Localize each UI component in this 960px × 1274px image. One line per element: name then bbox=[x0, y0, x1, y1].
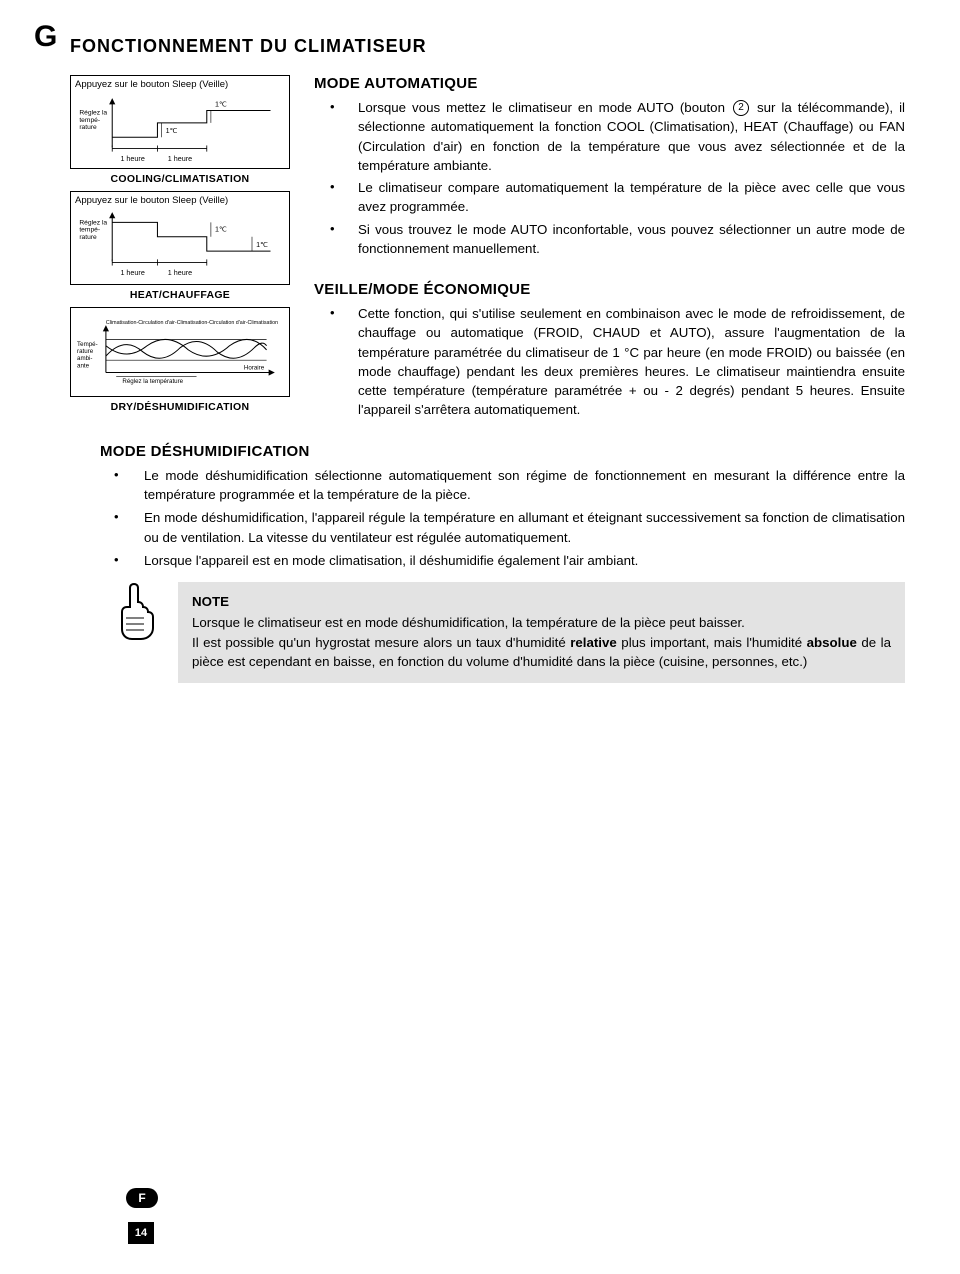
note-bold: absolue bbox=[807, 635, 857, 650]
diagram-cooling-svg: Réglez la tempé- rature 1℃ 1℃ bbox=[75, 92, 281, 166]
list-item: Cette fonction, qui s'utilise seulement … bbox=[314, 304, 905, 420]
mode-auto-list: Lorsque vous mettez le climatiseur en mo… bbox=[314, 98, 905, 258]
footer-language-badge: F bbox=[126, 1188, 158, 1208]
svg-text:1 heure: 1 heure bbox=[120, 154, 144, 163]
note-bold: relative bbox=[570, 635, 617, 650]
svg-text:1℃: 1℃ bbox=[215, 225, 227, 234]
svg-text:rature: rature bbox=[79, 124, 97, 131]
svg-text:Horaire: Horaire bbox=[244, 364, 265, 371]
text-part: Lorsque vous mettez le climatiseur en mo… bbox=[358, 100, 731, 115]
svg-text:1 heure: 1 heure bbox=[120, 268, 144, 277]
mode-dehum-list: Le mode déshumidification sélectionne au… bbox=[70, 466, 905, 570]
list-item: Le climatiseur compare automatiquement l… bbox=[314, 178, 905, 217]
list-item: En mode déshumidification, l'appareil ré… bbox=[70, 508, 905, 547]
two-column-layout: Appuyez sur le bouton Sleep (Veille) Rég… bbox=[70, 75, 905, 423]
svg-text:ambi-: ambi- bbox=[77, 355, 92, 362]
svg-text:Réglez la: Réglez la bbox=[79, 110, 107, 117]
diagram-dry: Climatisation-Circulation d'air-Climatis… bbox=[70, 307, 290, 397]
circled-number-icon: 2 bbox=[733, 100, 749, 116]
section-title: FONCTIONNEMENT DU CLIMATISEUR bbox=[70, 36, 905, 57]
right-column: MODE AUTOMATIQUE Lorsque vous mettez le … bbox=[314, 75, 905, 423]
list-item: Si vous trouvez le mode AUTO inconfortab… bbox=[314, 220, 905, 259]
svg-text:1 heure: 1 heure bbox=[168, 154, 192, 163]
note-box: NOTE Lorsque le climatiseur est en mode … bbox=[178, 582, 905, 683]
note-text: Il est possible qu'un hygrostat mesure a… bbox=[192, 635, 570, 650]
svg-text:Réglez la température: Réglez la température bbox=[122, 378, 183, 385]
svg-text:1℃: 1℃ bbox=[166, 126, 178, 135]
svg-text:tempé-: tempé- bbox=[79, 117, 100, 124]
left-column: Appuyez sur le bouton Sleep (Veille) Rég… bbox=[70, 75, 290, 423]
svg-text:ante: ante bbox=[77, 362, 90, 369]
svg-text:1 heure: 1 heure bbox=[168, 268, 192, 277]
svg-text:tempé-: tempé- bbox=[79, 227, 100, 234]
section-letter: G bbox=[34, 20, 57, 54]
pointing-hand-icon bbox=[114, 582, 160, 647]
mode-dehum-block: MODE DÉSHUMIDIFICATION Le mode déshumidi… bbox=[70, 443, 905, 683]
svg-text:Tempé-: Tempé- bbox=[77, 341, 98, 348]
svg-text:rature: rature bbox=[77, 348, 94, 355]
svg-text:rature: rature bbox=[79, 234, 97, 241]
list-item: Le mode déshumidification sélectionne au… bbox=[70, 466, 905, 505]
mode-auto-heading: MODE AUTOMATIQUE bbox=[314, 75, 905, 92]
svg-text:Climatisation-Circulation d'ai: Climatisation-Circulation d'air-Climatis… bbox=[106, 320, 278, 326]
diagram-cooling-caption: COOLING/CLIMATISATION bbox=[70, 173, 290, 185]
footer-page-number: 14 bbox=[128, 1222, 154, 1244]
page: G FONCTIONNEMENT DU CLIMATISEUR Appuyez … bbox=[0, 0, 960, 1274]
diagram-cooling: Appuyez sur le bouton Sleep (Veille) Rég… bbox=[70, 75, 290, 169]
svg-text:1℃: 1℃ bbox=[215, 99, 227, 108]
diagram-heating: Appuyez sur le bouton Sleep (Veille) Rég… bbox=[70, 191, 290, 285]
mode-eco-heading: VEILLE/MODE ÉCONOMIQUE bbox=[314, 281, 905, 298]
list-item: Lorsque l'appareil est en mode climatisa… bbox=[70, 551, 905, 570]
svg-text:1℃: 1℃ bbox=[256, 240, 268, 249]
mode-eco-list: Cette fonction, qui s'utilise seulement … bbox=[314, 304, 905, 420]
diagram-heating-svg: Réglez la tempé- rature 1℃ 1℃ bbox=[75, 208, 281, 282]
note-block: NOTE Lorsque le climatiseur est en mode … bbox=[114, 582, 905, 683]
list-item: Lorsque vous mettez le climatiseur en mo… bbox=[314, 98, 905, 175]
svg-text:Réglez la: Réglez la bbox=[79, 219, 107, 226]
diagram-dry-svg: Climatisation-Circulation d'air-Climatis… bbox=[75, 314, 281, 394]
diagram-dry-caption: DRY/DÉSHUMIDIFICATION bbox=[70, 401, 290, 413]
diagram-header: Appuyez sur le bouton Sleep (Veille) bbox=[75, 79, 285, 90]
note-title: NOTE bbox=[192, 592, 891, 611]
note-text: plus important, mais l'humidité bbox=[617, 635, 807, 650]
diagram-heating-caption: HEAT/CHAUFFAGE bbox=[70, 289, 290, 301]
mode-dehum-heading: MODE DÉSHUMIDIFICATION bbox=[100, 443, 905, 460]
note-line1: Lorsque le climatiseur est en mode déshu… bbox=[192, 615, 745, 630]
diagram-header: Appuyez sur le bouton Sleep (Veille) bbox=[75, 195, 285, 206]
